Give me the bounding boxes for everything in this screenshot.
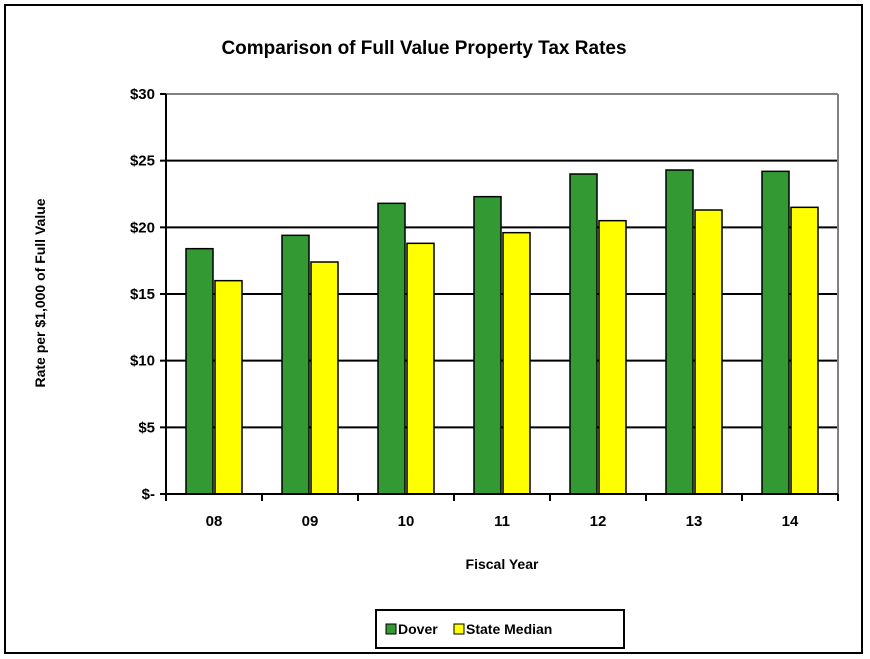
bar-dover: [569, 173, 598, 495]
bar-state-median: [502, 231, 531, 495]
bar-dover: [281, 234, 310, 495]
y-axis-title: Rate per $1,000 of Full Value: [32, 198, 48, 387]
bar-state-median: [406, 242, 435, 495]
y-tick-label: $5: [138, 419, 155, 436]
bar-state-median: [694, 209, 723, 495]
bar-state-median: [598, 219, 627, 495]
x-tick-label: 10: [398, 513, 415, 530]
bar-state-median: [790, 206, 819, 495]
bar-dover: [665, 169, 694, 495]
x-tick-label: 08: [206, 513, 223, 530]
bar-dover: [185, 247, 214, 495]
x-axis-title: Fiscal Year: [466, 556, 539, 572]
x-tick-label: 13: [686, 513, 703, 530]
bar-dover: [473, 195, 502, 495]
plot-area: $- $5 $10 $15 $20 $25 $30 08 09 10 11 12 13 14: [130, 86, 839, 530]
x-tick-label: 11: [494, 513, 510, 530]
legend-label-state-median: State Median: [466, 621, 552, 637]
y-tick-label: $20: [130, 219, 155, 236]
legend: Dover State Median: [375, 609, 625, 649]
bar-dover: [377, 202, 406, 495]
bar-dover: [761, 170, 790, 495]
legend-swatch-state-median: [453, 623, 465, 635]
x-tick-label: 12: [590, 513, 607, 530]
bar-state-median: [214, 279, 243, 495]
y-tick-label: $-: [142, 486, 155, 503]
x-tick-label: 14: [782, 513, 799, 530]
legend-swatch-dover: [385, 623, 397, 635]
x-tick-label: 09: [302, 513, 319, 530]
y-tick-label: $25: [130, 153, 155, 170]
legend-label-dover: Dover: [398, 621, 438, 637]
y-tick-label: $10: [130, 353, 155, 370]
legend-box: [375, 609, 625, 649]
bar-state-median: [310, 261, 339, 495]
y-tick-label: $15: [130, 286, 155, 303]
y-tick-label: $30: [130, 86, 155, 103]
chart-title: Comparison of Full Value Property Tax Ra…: [221, 38, 626, 59]
